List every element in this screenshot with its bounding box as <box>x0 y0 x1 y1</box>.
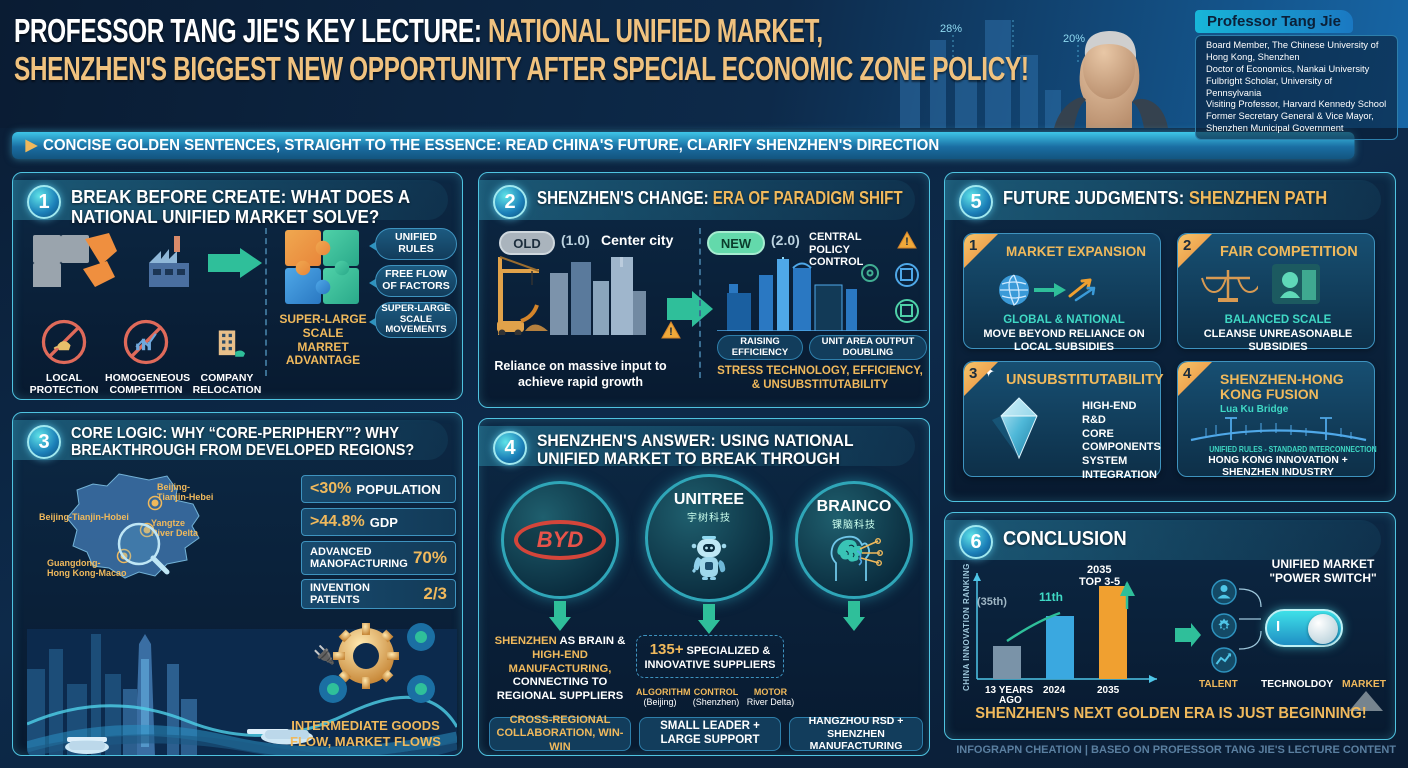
svg-text:(35th): (35th) <box>977 596 1007 608</box>
svg-text:!: ! <box>905 236 909 248</box>
svg-text:Hong Kong-Macao: Hong Kong-Macao <box>47 568 127 578</box>
svg-text:28%: 28% <box>940 23 962 35</box>
svg-text:AGO: AGO <box>999 695 1022 703</box>
svg-text:2024: 2024 <box>1043 685 1066 696</box>
svg-text:Guangdong-: Guangdong- <box>47 558 101 568</box>
svg-text:2035: 2035 <box>1087 564 1111 576</box>
svg-text:2035: 2035 <box>1097 685 1120 696</box>
svg-text:Tianjin-Hebei: Tianjin-Hebei <box>157 492 213 502</box>
svg-text:11th: 11th <box>1039 590 1063 604</box>
svg-text:!: ! <box>669 326 673 338</box>
svg-text:Yangtze: Yangtze <box>151 518 185 528</box>
svg-text:CHINA INNOVATION RANKING: CHINA INNOVATION RANKING <box>962 563 971 691</box>
svg-text:TOP 3-5: TOP 3-5 <box>1079 576 1120 588</box>
svg-text:Beijing-Tianjin-Hobei: Beijing-Tianjin-Hobei <box>39 512 129 522</box>
svg-text:Beijing-: Beijing- <box>157 482 190 492</box>
